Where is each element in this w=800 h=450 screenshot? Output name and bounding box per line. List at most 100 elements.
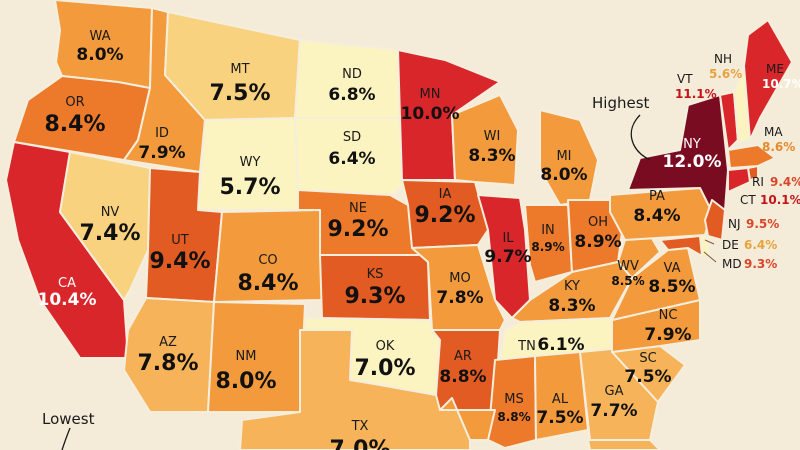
label-CA: CA 10.4% — [38, 276, 97, 310]
label-ID: ID 7.9% — [138, 126, 185, 163]
label-AZ-value: 7.8% — [137, 351, 198, 376]
label-MS-value: 8.8% — [497, 410, 530, 424]
label-NJ-value: 9.5% — [746, 217, 779, 231]
label-CA-value: 10.4% — [38, 290, 97, 310]
label-MN-value: 10.0% — [401, 104, 460, 124]
label-IA: IA 9.2% — [414, 187, 475, 228]
label-ND-abbr: ND — [342, 67, 362, 82]
callout-lowest: Lowest — [42, 410, 95, 428]
callout-highest: Highest — [592, 94, 650, 112]
label-MI-value: 8.0% — [540, 165, 587, 185]
label-MN: MN 10.0% — [401, 87, 460, 124]
label-NY-abbr: NY — [683, 137, 701, 152]
label-PA-abbr: PA — [649, 189, 665, 204]
label-MA-value: 8.6% — [762, 140, 795, 154]
state-SD — [294, 117, 403, 196]
label-IN-value: 8.9% — [531, 240, 564, 254]
label-MO-value: 7.8% — [436, 288, 483, 308]
label-WV: WV 8.5% — [611, 259, 644, 288]
label-NC-abbr: NC — [659, 308, 678, 323]
label-WA: WA 8.0% — [76, 29, 123, 65]
label-NC: NC 7.9% — [644, 308, 691, 345]
label-CT-abbr: CT — [740, 193, 756, 207]
label-WV-abbr: WV — [617, 259, 639, 274]
label-SC: SC 7.5% — [624, 351, 671, 387]
label-MT: MT 7.5% — [209, 62, 270, 106]
label-PA: PA 8.4% — [633, 189, 680, 226]
label-RI-abbr: RI — [752, 175, 764, 189]
label-TX-abbr: TX — [351, 419, 369, 434]
label-MN-abbr: MN — [420, 87, 441, 102]
label-OK: OK 7.0% — [354, 339, 415, 381]
label-NV-value: 7.4% — [79, 221, 140, 246]
label-WI: WI 8.3% — [468, 129, 515, 166]
label-ME-abbr: ME — [766, 62, 784, 76]
label-OR-abbr: OR — [65, 95, 84, 110]
label-AL-value: 7.5% — [536, 408, 583, 428]
label-IL-value: 9.7% — [484, 247, 531, 267]
label-VA-value: 8.5% — [648, 277, 695, 297]
label-OK-abbr: OK — [376, 339, 395, 354]
label-SD: SD 6.4% — [328, 130, 375, 169]
label-NH-abbr: NH — [714, 52, 732, 66]
label-CA-abbr: CA — [58, 276, 76, 291]
label-SC-value: 7.5% — [624, 367, 671, 387]
label-IN-abbr: IN — [541, 223, 555, 238]
state-MO — [411, 244, 506, 331]
label-CT-value: 10.1% — [760, 193, 800, 207]
label-WV-value: 8.5% — [611, 274, 644, 288]
highest-pointer-line — [630, 114, 651, 161]
state-NY — [627, 94, 729, 219]
label-GA: GA 7.7% — [590, 384, 637, 421]
label-NJ-abbr: NJ — [728, 217, 741, 231]
state-MD — [659, 235, 703, 257]
label-MS-abbr: MS — [504, 392, 523, 407]
label-AR-value: 8.8% — [439, 367, 486, 387]
state-IN — [524, 204, 573, 283]
label-MI-abbr: MI — [556, 149, 571, 164]
label-TX-value: 7.0% — [329, 437, 390, 450]
lowest-pointer-line — [61, 427, 71, 450]
label-MT-value: 7.5% — [209, 81, 270, 106]
label-DE-abbr: DE — [722, 238, 739, 252]
label-KS-value: 9.3% — [344, 284, 405, 309]
label-CO-abbr: CO — [258, 253, 277, 268]
state-LA-partial — [439, 397, 496, 441]
label-VT-abbr: VT — [677, 72, 693, 86]
state-WV — [617, 234, 661, 279]
label-SD-abbr: SD — [343, 130, 361, 145]
label-WA-value: 8.0% — [76, 45, 123, 65]
label-VA: VA 8.5% — [648, 261, 695, 297]
label-NV: NV 7.4% — [79, 205, 140, 246]
label-RI-value: 9.4% — [770, 175, 800, 189]
label-NE: NE 9.2% — [327, 201, 388, 242]
label-AR: AR 8.8% — [439, 349, 486, 387]
label-UT-abbr: UT — [171, 233, 189, 248]
label-WY-abbr: WY — [240, 155, 261, 170]
state-NM — [207, 301, 306, 413]
state-OH — [567, 199, 626, 273]
label-ME-value: 10.7% — [762, 77, 800, 91]
de-leader-line — [704, 239, 715, 245]
label-OR: OR 8.4% — [44, 95, 105, 137]
state-VA — [611, 247, 701, 321]
label-TX: TX 7.0% — [329, 419, 390, 450]
label-NY-value: 12.0% — [663, 152, 722, 172]
label-UT-value: 9.4% — [149, 249, 210, 274]
label-MS: MS 8.8% — [497, 392, 530, 424]
label-WY: WY 5.7% — [219, 155, 280, 200]
label-IL-abbr: IL — [502, 231, 514, 246]
label-PA-value: 8.4% — [633, 206, 680, 226]
state-MA — [727, 144, 776, 169]
label-NH-value: 5.6% — [709, 67, 742, 81]
label-IA-abbr: IA — [439, 187, 452, 202]
state-WA — [54, 0, 153, 89]
label-WA-abbr: WA — [89, 29, 110, 44]
label-NV-abbr: NV — [101, 205, 120, 220]
label-ND-value: 6.8% — [328, 85, 375, 105]
label-GA-value: 7.7% — [590, 401, 637, 421]
label-TN: TN 6.1% — [517, 335, 584, 355]
label-NY: NY 12.0% — [663, 137, 722, 172]
